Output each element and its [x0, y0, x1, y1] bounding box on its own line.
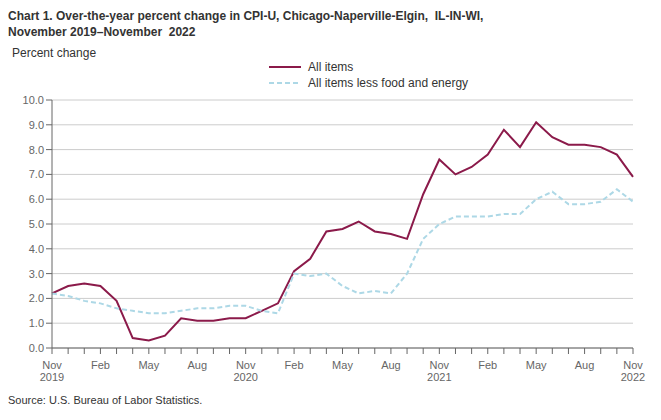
svg-text:Aug: Aug: [187, 359, 207, 371]
svg-text:May: May: [138, 359, 159, 371]
svg-text:Nov2020: Nov2020: [233, 359, 257, 384]
svg-text:Aug: Aug: [575, 359, 595, 371]
svg-text:3.0: 3.0: [29, 268, 44, 280]
html-text:Percent change: Percent change: [12, 46, 97, 60]
svg-text:Aug: Aug: [381, 359, 401, 371]
svg-text:10.0: 10.0: [23, 94, 44, 106]
svg-text:0.0: 0.0: [29, 342, 44, 354]
svg-text:Nov2021: Nov2021: [427, 359, 451, 384]
html-text:All items less food and energy: All items less food and energy: [308, 76, 469, 90]
html-text:November 2019–November 2022: November 2019–November 2022: [8, 25, 196, 39]
svg-text:5.0: 5.0: [29, 218, 44, 230]
svg-text:Nov2019: Nov2019: [40, 359, 64, 384]
svg-text:9.0: 9.0: [29, 119, 44, 131]
svg-text:4.0: 4.0: [29, 243, 44, 255]
html-text:Source: U.S. Bureau of Labor S: Source: U.S. Bureau of Labor Statistics.: [8, 394, 203, 406]
svg-text:8.0: 8.0: [29, 144, 44, 156]
svg-text:May: May: [526, 359, 547, 371]
svg-text:6.0: 6.0: [29, 193, 44, 205]
html-text:All items: All items: [308, 60, 354, 74]
svg-text:Nov2022: Nov2022: [621, 359, 645, 384]
html-text:Chart 1. Over-the-year percent: Chart 1. Over-the-year percent change in…: [8, 9, 484, 23]
svg-text:Feb: Feb: [478, 359, 497, 371]
svg-text:2.0: 2.0: [29, 292, 44, 304]
svg-text:May: May: [332, 359, 353, 371]
svg-text:Feb: Feb: [285, 359, 304, 371]
svg-text:7.0: 7.0: [29, 168, 44, 180]
svg-text:1.0: 1.0: [29, 317, 44, 329]
svg-text:Feb: Feb: [91, 359, 110, 371]
